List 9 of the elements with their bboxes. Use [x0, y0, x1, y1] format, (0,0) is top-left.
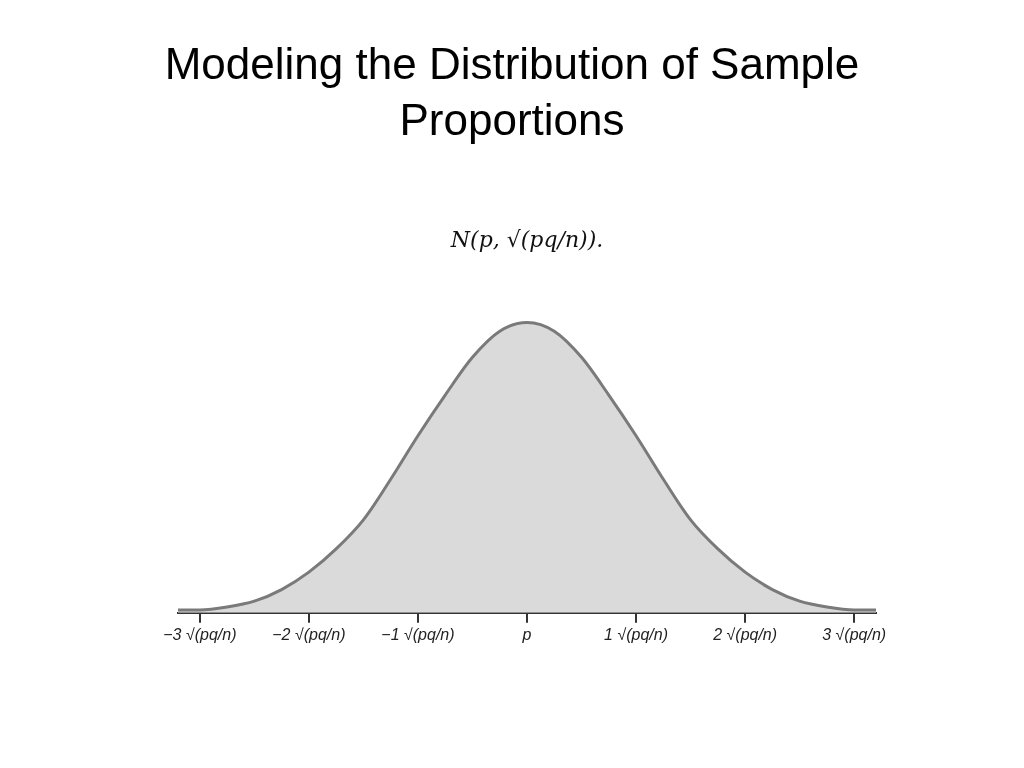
chart-title: Modeling the Distribution of Sample Proportions — [163, 38, 861, 146]
x-tick-label: −1 √(pq/n) — [381, 625, 455, 643]
x-tick-label: −2 √(pq/n) — [272, 625, 346, 643]
x-tick-label: p — [521, 625, 532, 643]
x-tick-label: 3 √(pq/n) — [822, 625, 887, 643]
chart-subtitle: N(p, √(pq/n)). — [449, 226, 604, 252]
x-tick-label: −3 √(pq/n) — [163, 625, 237, 643]
x-tick-label: 2 √(pq/n) — [712, 625, 778, 643]
x-tick-label: 1 √(pq/n) — [604, 625, 669, 643]
